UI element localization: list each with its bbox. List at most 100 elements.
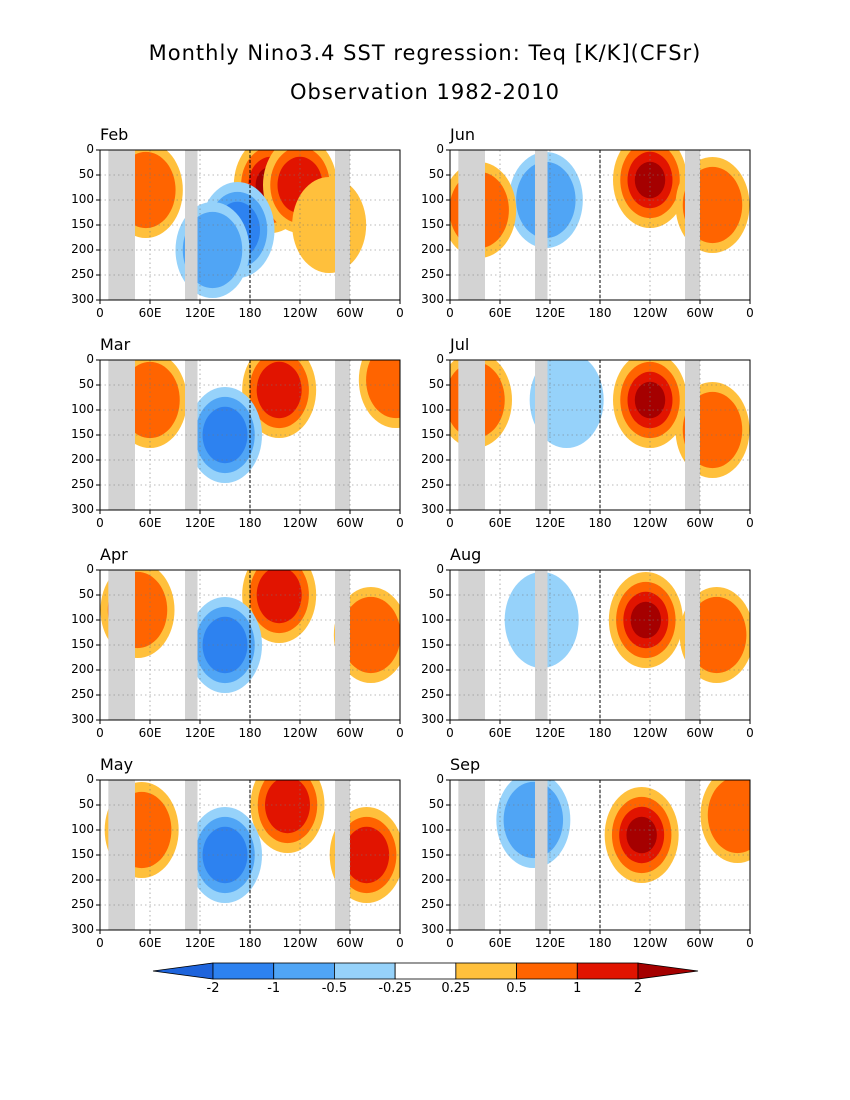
y-tick-label: 200 — [421, 872, 444, 886]
contour-mar — [202, 406, 248, 464]
colorbar-label: 0.5 — [506, 981, 527, 996]
colorbar-label: -1 — [267, 981, 281, 996]
colorbar-low-arrow — [152, 962, 214, 980]
y-tick-label: 300 — [421, 922, 444, 936]
y-tick-label: 150 — [421, 427, 444, 441]
land-mask — [335, 360, 350, 510]
contour-may — [202, 826, 248, 884]
x-tick-label: 60E — [488, 936, 512, 950]
y-tick-label: 150 — [421, 847, 444, 861]
panel-feb — [100, 150, 400, 300]
contour-jul — [529, 360, 604, 448]
contour-sep — [626, 816, 657, 854]
y-tick-label: 100 — [421, 612, 444, 626]
colorbar-box — [334, 962, 396, 980]
x-tick-label: 0 — [446, 306, 454, 320]
x-tick-label: 60E — [488, 726, 512, 740]
x-tick-label: 60W — [686, 726, 714, 740]
contour-apr — [202, 616, 248, 674]
x-tick-label: 180 — [238, 306, 262, 320]
x-tick-label: 60W — [336, 726, 364, 740]
contour-jul — [634, 381, 666, 419]
x-tick-label: 60W — [686, 306, 714, 320]
y-tick-label: 100 — [421, 192, 444, 206]
colorbar-box — [576, 962, 639, 980]
y-tick-label: 0 — [436, 352, 444, 366]
colorbar-label: -0.5 — [321, 981, 348, 996]
y-tick-label: 250 — [71, 897, 94, 911]
panel-sep — [450, 780, 750, 930]
x-tick-label: 180 — [588, 516, 612, 530]
x-tick-label: 0 — [746, 726, 754, 740]
panel-jul — [450, 360, 750, 510]
y-tick-label: 200 — [421, 242, 444, 256]
x-tick-label: 120W — [632, 936, 668, 950]
colorbar — [152, 962, 699, 980]
y-tick-label: 50 — [78, 587, 94, 601]
land-mask — [335, 570, 350, 720]
panel-month-label: Apr — [100, 545, 128, 564]
x-tick-label: 60W — [336, 306, 364, 320]
x-tick-label: 120E — [534, 936, 566, 950]
colorbar-label: 2 — [633, 981, 643, 996]
y-tick-label: 100 — [71, 822, 94, 836]
y-tick-label: 250 — [71, 267, 94, 281]
x-tick-label: 120E — [184, 936, 216, 950]
y-tick-label: 300 — [71, 712, 94, 726]
y-tick-label: 150 — [421, 217, 444, 231]
y-tick-label: 50 — [78, 377, 94, 391]
land-mask — [458, 360, 485, 510]
x-tick-label: 0 — [96, 726, 104, 740]
y-tick-label: 250 — [421, 477, 444, 491]
y-tick-label: 300 — [71, 502, 94, 516]
y-tick-label: 200 — [421, 662, 444, 676]
x-tick-label: 0 — [96, 936, 104, 950]
x-tick-label: 0 — [396, 936, 404, 950]
y-tick-label: 0 — [86, 352, 94, 366]
figure-subtitle: Observation 1982-2010 — [289, 80, 561, 104]
contour-aug — [630, 601, 662, 639]
x-tick-label: 60W — [336, 516, 364, 530]
y-tick-label: 50 — [428, 167, 444, 181]
land-mask — [458, 570, 485, 720]
y-tick-label: 300 — [421, 502, 444, 516]
colorbar-high-arrow — [637, 962, 699, 980]
y-tick-label: 250 — [421, 687, 444, 701]
x-tick-label: 120W — [632, 726, 668, 740]
x-tick-label: 0 — [446, 936, 454, 950]
colorbar-box — [516, 962, 578, 980]
colorbar-box — [455, 962, 517, 980]
contour-mar — [256, 361, 302, 419]
land-mask — [335, 150, 350, 300]
x-tick-label: 60E — [488, 516, 512, 530]
land-mask — [108, 150, 135, 300]
panel-month-label: Jul — [450, 335, 470, 354]
contour-mar — [120, 361, 180, 439]
y-tick-label: 200 — [421, 452, 444, 466]
x-tick-label: 60E — [488, 306, 512, 320]
panel-month-label: Sep — [450, 755, 481, 774]
x-tick-label: 0 — [746, 936, 754, 950]
contour-mar — [366, 360, 400, 419]
x-tick-label: 60E — [138, 726, 162, 740]
x-tick-label: 120W — [282, 936, 318, 950]
y-tick-label: 300 — [71, 922, 94, 936]
land-mask — [685, 360, 700, 510]
land-mask — [335, 780, 350, 930]
contour-apr — [256, 570, 302, 624]
land-mask — [685, 150, 700, 300]
x-tick-label: 120E — [184, 516, 216, 530]
panel-mar — [100, 360, 400, 510]
x-tick-label: 60W — [686, 936, 714, 950]
x-tick-label: 60E — [138, 516, 162, 530]
y-tick-label: 100 — [421, 402, 444, 416]
contour-sep — [707, 780, 750, 854]
x-tick-label: 120E — [184, 306, 216, 320]
y-tick-label: 250 — [71, 477, 94, 491]
colorbar-label: -0.25 — [378, 981, 412, 996]
y-tick-label: 100 — [71, 192, 94, 206]
x-tick-label: 120E — [534, 306, 566, 320]
x-tick-label: 0 — [446, 726, 454, 740]
y-tick-label: 100 — [421, 822, 444, 836]
